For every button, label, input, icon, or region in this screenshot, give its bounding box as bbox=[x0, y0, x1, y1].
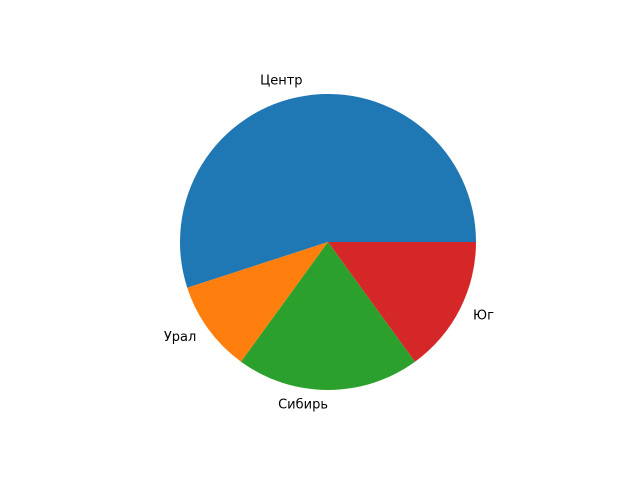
pie-label: Центр bbox=[260, 74, 302, 89]
pie-label: Сибирь bbox=[278, 397, 328, 412]
pie-label: Юг bbox=[473, 308, 494, 323]
pie-labels: Центр Урал Сибирь Юг bbox=[164, 74, 494, 413]
pie-slice-2 bbox=[187, 242, 328, 362]
pie-slice-3 bbox=[241, 242, 415, 390]
pie-slices bbox=[180, 94, 477, 390]
pie-label: Урал bbox=[164, 330, 196, 345]
pie-slice-4 bbox=[328, 242, 476, 362]
pie-slice-1 bbox=[180, 94, 477, 288]
